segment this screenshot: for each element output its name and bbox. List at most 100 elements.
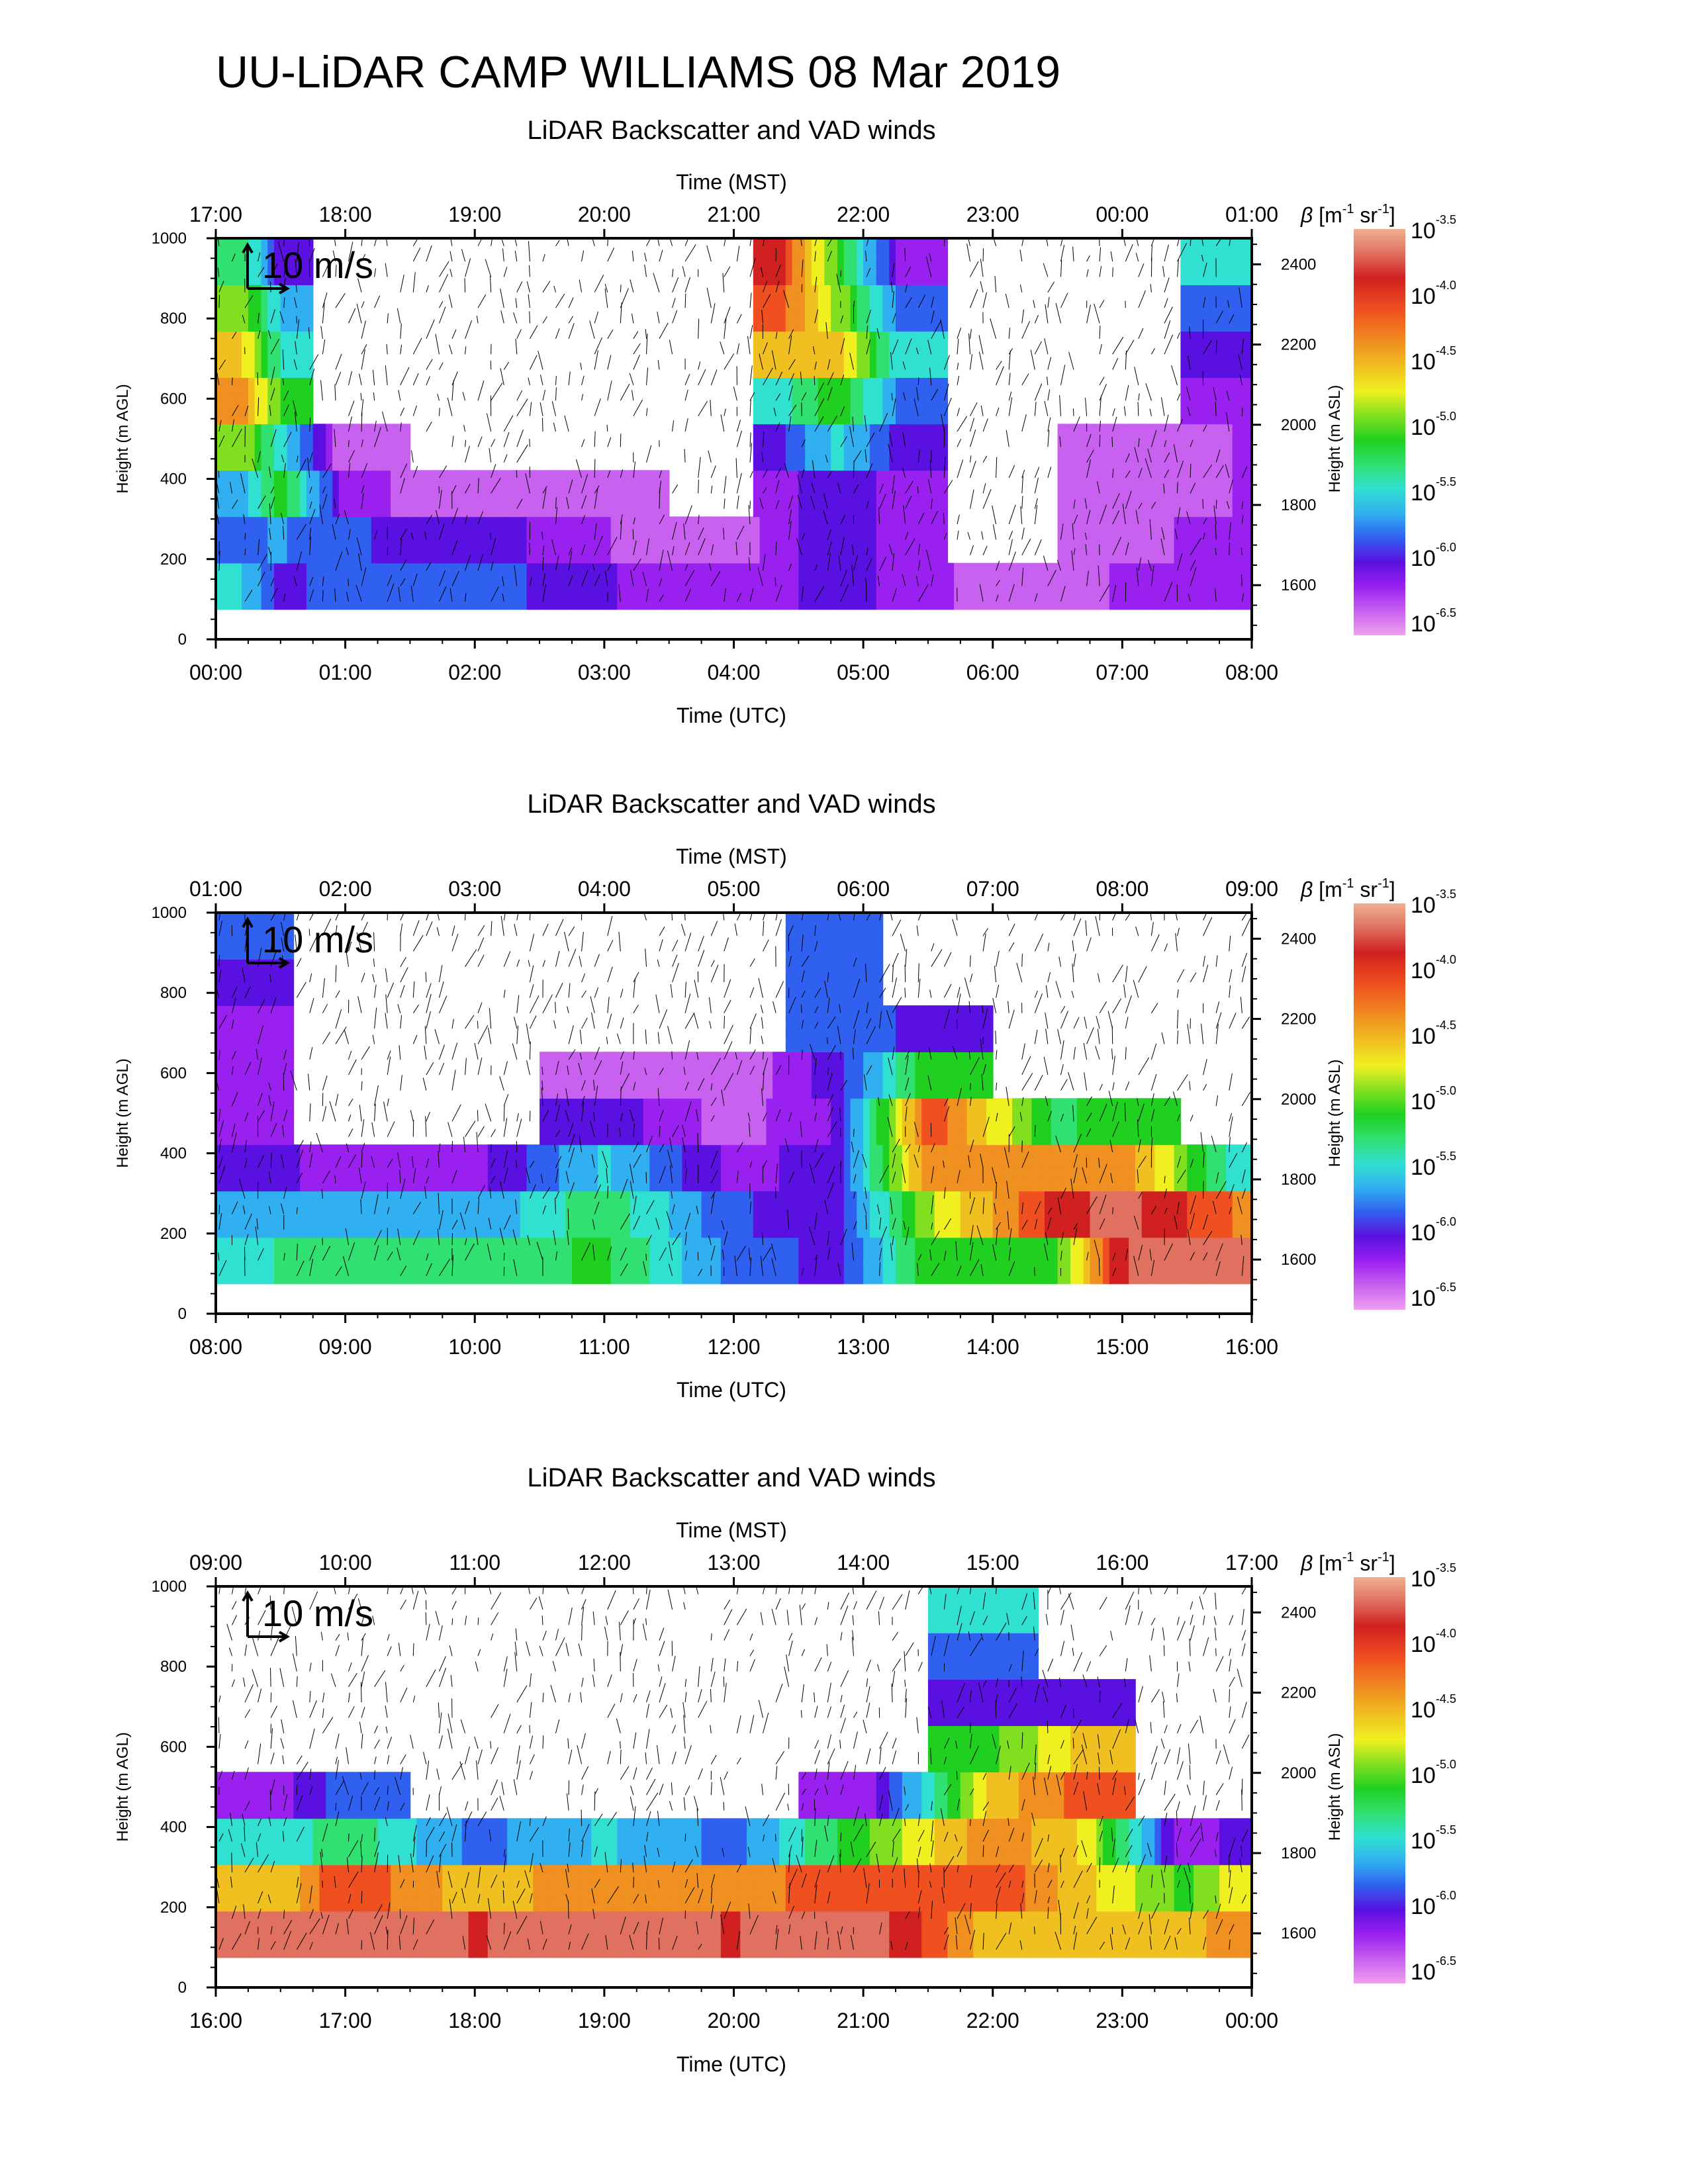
heatmap-cell <box>598 539 605 548</box>
heatmap-cell <box>1154 570 1162 579</box>
heatmap-cell <box>902 238 910 247</box>
heatmap-cell <box>896 400 903 409</box>
heatmap-cell <box>1070 601 1078 610</box>
heatmap-cell <box>552 539 560 548</box>
heatmap-cell <box>274 462 281 471</box>
heatmap-cell <box>1232 292 1240 301</box>
heatmap-cell <box>1070 563 1078 571</box>
wind-vector <box>724 498 726 509</box>
heatmap-cell <box>280 586 288 594</box>
heatmap-cell <box>585 539 592 548</box>
heatmap-cell <box>714 531 722 541</box>
heatmap-cell <box>617 570 624 579</box>
wind-vector <box>294 297 297 308</box>
heatmap-cell <box>811 323 819 332</box>
heatmap-cell <box>559 524 566 533</box>
heatmap-cell <box>662 478 670 486</box>
wind-vector <box>646 538 649 555</box>
wind-vector <box>684 238 689 246</box>
heatmap-cell <box>902 315 910 324</box>
heatmap-cell <box>1213 361 1220 371</box>
heatmap-cell <box>267 369 275 378</box>
heatmap-cell <box>1103 570 1110 579</box>
heatmap-cell <box>869 346 877 355</box>
wind-vector <box>439 306 446 324</box>
heatmap-cell <box>747 531 754 541</box>
heatmap-cell <box>927 478 935 486</box>
heatmap-cell <box>461 578 469 587</box>
heatmap-cell <box>876 470 884 478</box>
heatmap-cell <box>714 516 722 525</box>
wind-vector <box>607 470 611 478</box>
heatmap-cell <box>980 570 987 579</box>
wind-vector <box>657 359 660 370</box>
heatmap-cell <box>843 392 851 402</box>
heatmap-cell <box>759 400 767 409</box>
heatmap-cell <box>267 455 275 463</box>
heatmap-cell <box>1239 338 1246 347</box>
heatmap-cell <box>779 416 786 425</box>
heatmap-cell <box>293 338 301 347</box>
heatmap-cell <box>365 455 372 463</box>
heatmap-cell <box>798 246 806 255</box>
heatmap-cell <box>779 447 786 455</box>
heatmap-cell <box>831 485 838 494</box>
heatmap-cell <box>242 493 249 502</box>
heatmap-cell <box>274 594 281 602</box>
heatmap-cell <box>927 361 935 371</box>
heatmap-cell <box>423 555 430 564</box>
heatmap-cell <box>934 555 942 564</box>
heatmap-cell <box>565 570 573 579</box>
heatmap-cell <box>843 292 851 301</box>
heatmap-cell <box>1206 392 1214 402</box>
heatmap-cell <box>921 308 929 316</box>
heatmap-cell <box>267 432 275 440</box>
heatmap-cell <box>649 478 657 486</box>
heatmap-cell <box>442 586 449 594</box>
wind-vector <box>710 485 713 494</box>
heatmap-cell <box>1103 524 1110 533</box>
heatmap-cell <box>300 253 307 262</box>
heatmap-cell <box>798 331 806 340</box>
heatmap-cell <box>727 563 735 571</box>
heatmap-cell <box>1245 377 1252 386</box>
heatmap-cell <box>1199 416 1207 425</box>
heatmap-cell <box>915 478 922 486</box>
heatmap-cell <box>643 493 651 502</box>
heatmap-cell <box>863 470 870 478</box>
heatmap-cell <box>267 416 275 425</box>
heatmap-cell <box>1122 485 1129 494</box>
heatmap-cell <box>1232 586 1240 594</box>
heatmap-cell <box>1167 508 1175 518</box>
heatmap-cell <box>882 323 890 332</box>
heatmap-cell <box>326 478 333 486</box>
heatmap-cell <box>843 547 851 556</box>
wind-vector <box>491 464 496 478</box>
heatmap-cell <box>753 300 761 308</box>
heatmap-cell <box>1232 570 1240 579</box>
heatmap-cell <box>1174 524 1182 533</box>
wind-vector <box>283 297 285 308</box>
heatmap-cell <box>837 531 845 541</box>
heatmap-cell <box>377 516 385 525</box>
heatmap-cell <box>552 485 560 494</box>
wind-vector <box>232 377 233 385</box>
heatmap-cell <box>675 524 683 533</box>
heatmap-cell <box>338 563 346 571</box>
wind-vector <box>258 397 259 416</box>
heatmap-cell <box>216 439 223 448</box>
heatmap-cell <box>805 508 812 518</box>
heatmap-cell <box>352 508 359 518</box>
heatmap-cell <box>818 508 825 518</box>
heatmap-cell <box>1187 439 1194 448</box>
heatmap-cell <box>915 369 922 378</box>
heatmap-cell <box>1180 508 1188 518</box>
heatmap-cell <box>1206 285 1214 293</box>
heatmap-cell <box>242 501 249 510</box>
heatmap-cell <box>908 485 916 494</box>
heatmap-cell <box>882 308 890 316</box>
heatmap-cell <box>293 369 301 378</box>
heatmap-cell <box>578 586 586 594</box>
heatmap-cell <box>371 485 379 494</box>
heatmap-cell <box>1154 531 1162 541</box>
